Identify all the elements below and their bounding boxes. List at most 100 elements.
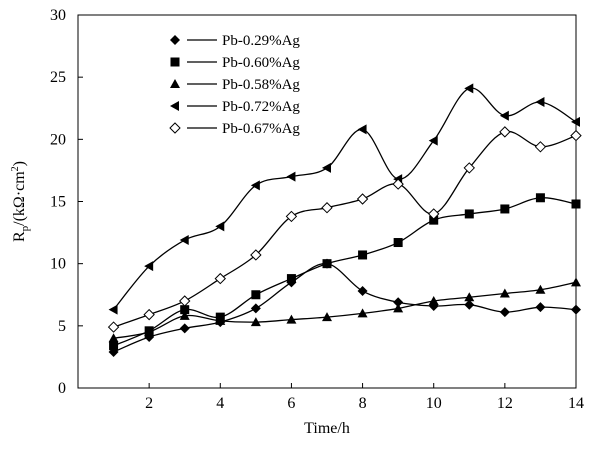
data-point: [322, 312, 332, 322]
y-tick-label: 25: [50, 69, 66, 86]
data-point: [428, 135, 438, 146]
series-pb-0-72-ag: [108, 83, 580, 315]
data-point: [250, 180, 260, 191]
legend-marker: [170, 57, 180, 67]
data-point: [570, 129, 582, 142]
data-point: [535, 193, 545, 203]
x-axis-title: Time/h: [304, 420, 350, 437]
x-tick-label: 2: [145, 395, 153, 412]
data-point: [144, 261, 154, 272]
data-point: [322, 162, 331, 173]
series: [107, 83, 582, 357]
data-point: [179, 323, 190, 334]
data-point: [571, 116, 580, 127]
data-point: [571, 277, 581, 287]
data-point: [250, 303, 261, 314]
data-point: [534, 141, 547, 153]
data-point: [107, 321, 120, 333]
x-tick-label: 4: [216, 395, 224, 412]
data-point: [535, 302, 546, 313]
data-point: [357, 286, 368, 297]
x-tick-label: 6: [287, 395, 295, 412]
data-point: [392, 178, 404, 190]
data-point: [108, 333, 119, 343]
legend-item: Pb-0.60%Ag: [170, 55, 300, 71]
data-point: [464, 299, 475, 310]
series-pb-0-60-ag: [109, 193, 581, 351]
data-point: [535, 97, 545, 108]
data-point: [179, 295, 191, 307]
y-tick-label: 20: [50, 131, 66, 148]
legend-marker: [170, 35, 180, 45]
data-point: [535, 284, 546, 294]
data-point: [143, 308, 155, 321]
legend-marker: [169, 122, 181, 134]
series-line: [113, 87, 577, 311]
data-point: [144, 327, 155, 337]
data-point: [286, 171, 296, 182]
ticks: 2 4 6 8 10 12 14 0 5 10 15 20 25 30: [50, 7, 584, 412]
series-pb-0-67-ag: [107, 126, 582, 333]
data-point: [428, 295, 439, 305]
legend: Pb-0.29%Ag Pb-0.60%Ag Pb-0.58%Ag Pb-0.72%Ag…: [169, 33, 300, 137]
legend-marker: [170, 79, 180, 88]
data-point: [108, 304, 118, 315]
data-point: [109, 341, 119, 351]
data-point: [286, 314, 297, 324]
data-point: [499, 288, 510, 298]
y-axis-title-subscript: p: [19, 225, 31, 231]
legend-item: Pb-0.72%Ag: [170, 99, 300, 115]
series-line: [113, 197, 577, 347]
data-point: [571, 199, 581, 209]
y-tick-label: 30: [50, 7, 66, 24]
x-tick-label: 10: [426, 395, 442, 412]
legend-label: Pb-0.72%Ag: [222, 99, 300, 115]
data-point: [250, 317, 261, 327]
data-point: [464, 209, 474, 219]
data-point: [215, 221, 225, 232]
y-tick-label: 5: [58, 318, 66, 335]
data-point: [215, 315, 226, 325]
data-point: [251, 290, 261, 300]
data-point: [250, 249, 262, 261]
series-line: [113, 281, 577, 339]
data-point: [571, 304, 581, 315]
data-point: [429, 215, 439, 225]
data-point: [358, 250, 368, 260]
data-point: [286, 274, 296, 284]
data-point: [499, 126, 511, 138]
data-point: [179, 235, 189, 246]
x-tick-label: 14: [568, 395, 584, 412]
legend-label: Pb-0.60%Ag: [222, 55, 300, 71]
legend-label: Pb-0.29%Ag: [222, 33, 300, 49]
data-point: [464, 83, 474, 94]
data-point: [463, 162, 475, 174]
data-point: [357, 308, 368, 318]
legend-label: Pb-0.67%Ag: [222, 121, 300, 137]
data-point: [393, 297, 404, 308]
data-point: [464, 292, 475, 302]
data-point: [214, 272, 226, 285]
y-axis-title-main: R: [11, 231, 28, 242]
data-point: [393, 238, 403, 248]
y-tick-label: 10: [50, 256, 66, 273]
data-point: [285, 210, 298, 223]
data-point: [500, 204, 510, 214]
data-point: [428, 208, 440, 220]
data-point: [179, 310, 190, 320]
legend-item: Pb-0.29%Ag: [170, 33, 300, 49]
y-axis-title-close: ): [11, 161, 28, 166]
y-tick-label: 15: [50, 194, 66, 211]
x-tick-label: 12: [497, 395, 513, 412]
legend-item: Pb-0.67%Ag: [169, 121, 300, 137]
x-tick-label: 8: [359, 395, 367, 412]
series-pb-0-58-ag: [108, 277, 581, 343]
data-point: [356, 193, 369, 205]
legend-label: Pb-0.58%Ag: [222, 77, 300, 93]
data-point: [393, 303, 404, 313]
data-point: [499, 307, 510, 318]
data-point: [499, 110, 509, 121]
data-point: [180, 305, 190, 315]
